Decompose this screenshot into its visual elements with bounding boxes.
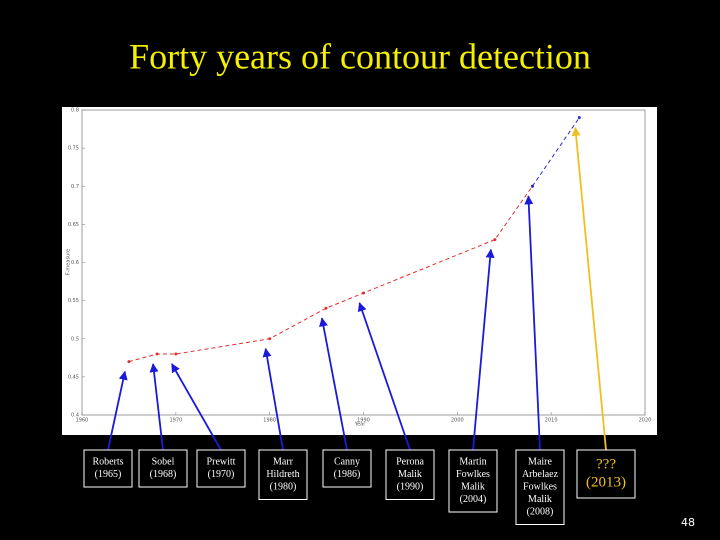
series-line	[128, 185, 533, 363]
annotation-box	[576, 449, 636, 499]
annotation-text: Arbelaez	[522, 469, 559, 480]
annotation-box	[322, 449, 372, 488]
y-tick-label: 0.8	[71, 108, 79, 114]
annotation-box	[515, 449, 565, 525]
data-point	[362, 291, 365, 295]
annotation-text: Fowlkes	[523, 482, 557, 493]
annotation-arrow	[357, 302, 411, 451]
data-point	[174, 352, 178, 356]
x-tick-label: 1970	[169, 418, 182, 424]
annotation-text: Malik	[461, 482, 485, 493]
data-point	[155, 352, 159, 356]
annotation-text: (1968)	[150, 469, 177, 480]
annotation-text: (1986)	[334, 469, 361, 480]
y-tick-label: 0.65	[68, 222, 79, 228]
x-tick-label: 2020	[639, 418, 652, 424]
annotation-text: (2004)	[460, 494, 487, 505]
y-tick-label: 0.45	[68, 374, 79, 380]
annotation-text: Sobel	[152, 457, 175, 468]
annotation-box	[83, 449, 133, 488]
annotation-box	[448, 449, 498, 513]
annotation-text: Hildreth	[266, 469, 299, 480]
annotation-arrow	[472, 248, 495, 451]
x-tick-label: 1980	[263, 418, 276, 424]
annotation-text: (1965)	[95, 469, 122, 480]
annotation-text: (2013)	[586, 474, 626, 490]
annotation-text: (2008)	[527, 507, 554, 518]
y-tick-label: 0.4	[71, 413, 79, 419]
data-point	[530, 184, 534, 188]
data-point	[493, 238, 497, 242]
annotation-text: (1970)	[208, 469, 235, 480]
annotation-text: Prewitt	[207, 457, 236, 468]
annotation-arrow	[571, 126, 607, 451]
annotation-box	[258, 449, 308, 500]
x-tick-label: 1990	[357, 418, 370, 424]
y-axis-label: F-measure	[66, 249, 72, 276]
annotation-arrow	[262, 347, 284, 451]
annotation-box	[196, 449, 246, 488]
slide-title: Forty years of contour detection	[129, 36, 591, 76]
data-point	[127, 360, 131, 364]
annotation-text: (1980)	[270, 482, 297, 493]
y-tick-label: 0.7	[71, 184, 79, 190]
annotation-text: Fowlkes	[456, 469, 490, 480]
data-point	[324, 306, 328, 310]
annotation-text: Canny	[334, 457, 360, 468]
annotation-text: ???	[596, 456, 616, 472]
annotation-box	[385, 449, 435, 500]
annotation-text: Malik	[398, 469, 422, 480]
annotation-arrow	[107, 370, 128, 451]
annotation-arrow	[524, 195, 541, 451]
annotation-text: Martin	[459, 457, 486, 468]
annotation-arrow	[171, 363, 222, 451]
y-tick-label: 0.75	[68, 146, 79, 152]
x-tick-label: 2010	[545, 418, 558, 424]
plot-background	[62, 107, 657, 435]
data-point	[577, 116, 581, 120]
annotation-text: Roberts	[92, 457, 123, 468]
x-tick-label: 1960	[76, 418, 89, 424]
x-tick-label: 2000	[451, 418, 464, 424]
annotation-text: Perona	[396, 457, 424, 468]
page-number: 48	[681, 516, 695, 529]
data-point	[268, 337, 272, 341]
annotation-text: Marr	[273, 457, 294, 468]
y-tick-label: 0.6	[71, 260, 79, 266]
x-axis-label: Year	[354, 422, 367, 428]
annotation-box	[138, 449, 188, 488]
annotation-arrow	[319, 317, 348, 451]
y-tick-label: 0.55	[68, 298, 79, 304]
annotation-text: Malik	[528, 494, 552, 505]
annotation-arrow	[149, 363, 164, 451]
annotation-text: (1990)	[397, 482, 424, 493]
annotation-text: Maire	[528, 457, 552, 468]
y-tick-label: 0.5	[71, 336, 79, 342]
